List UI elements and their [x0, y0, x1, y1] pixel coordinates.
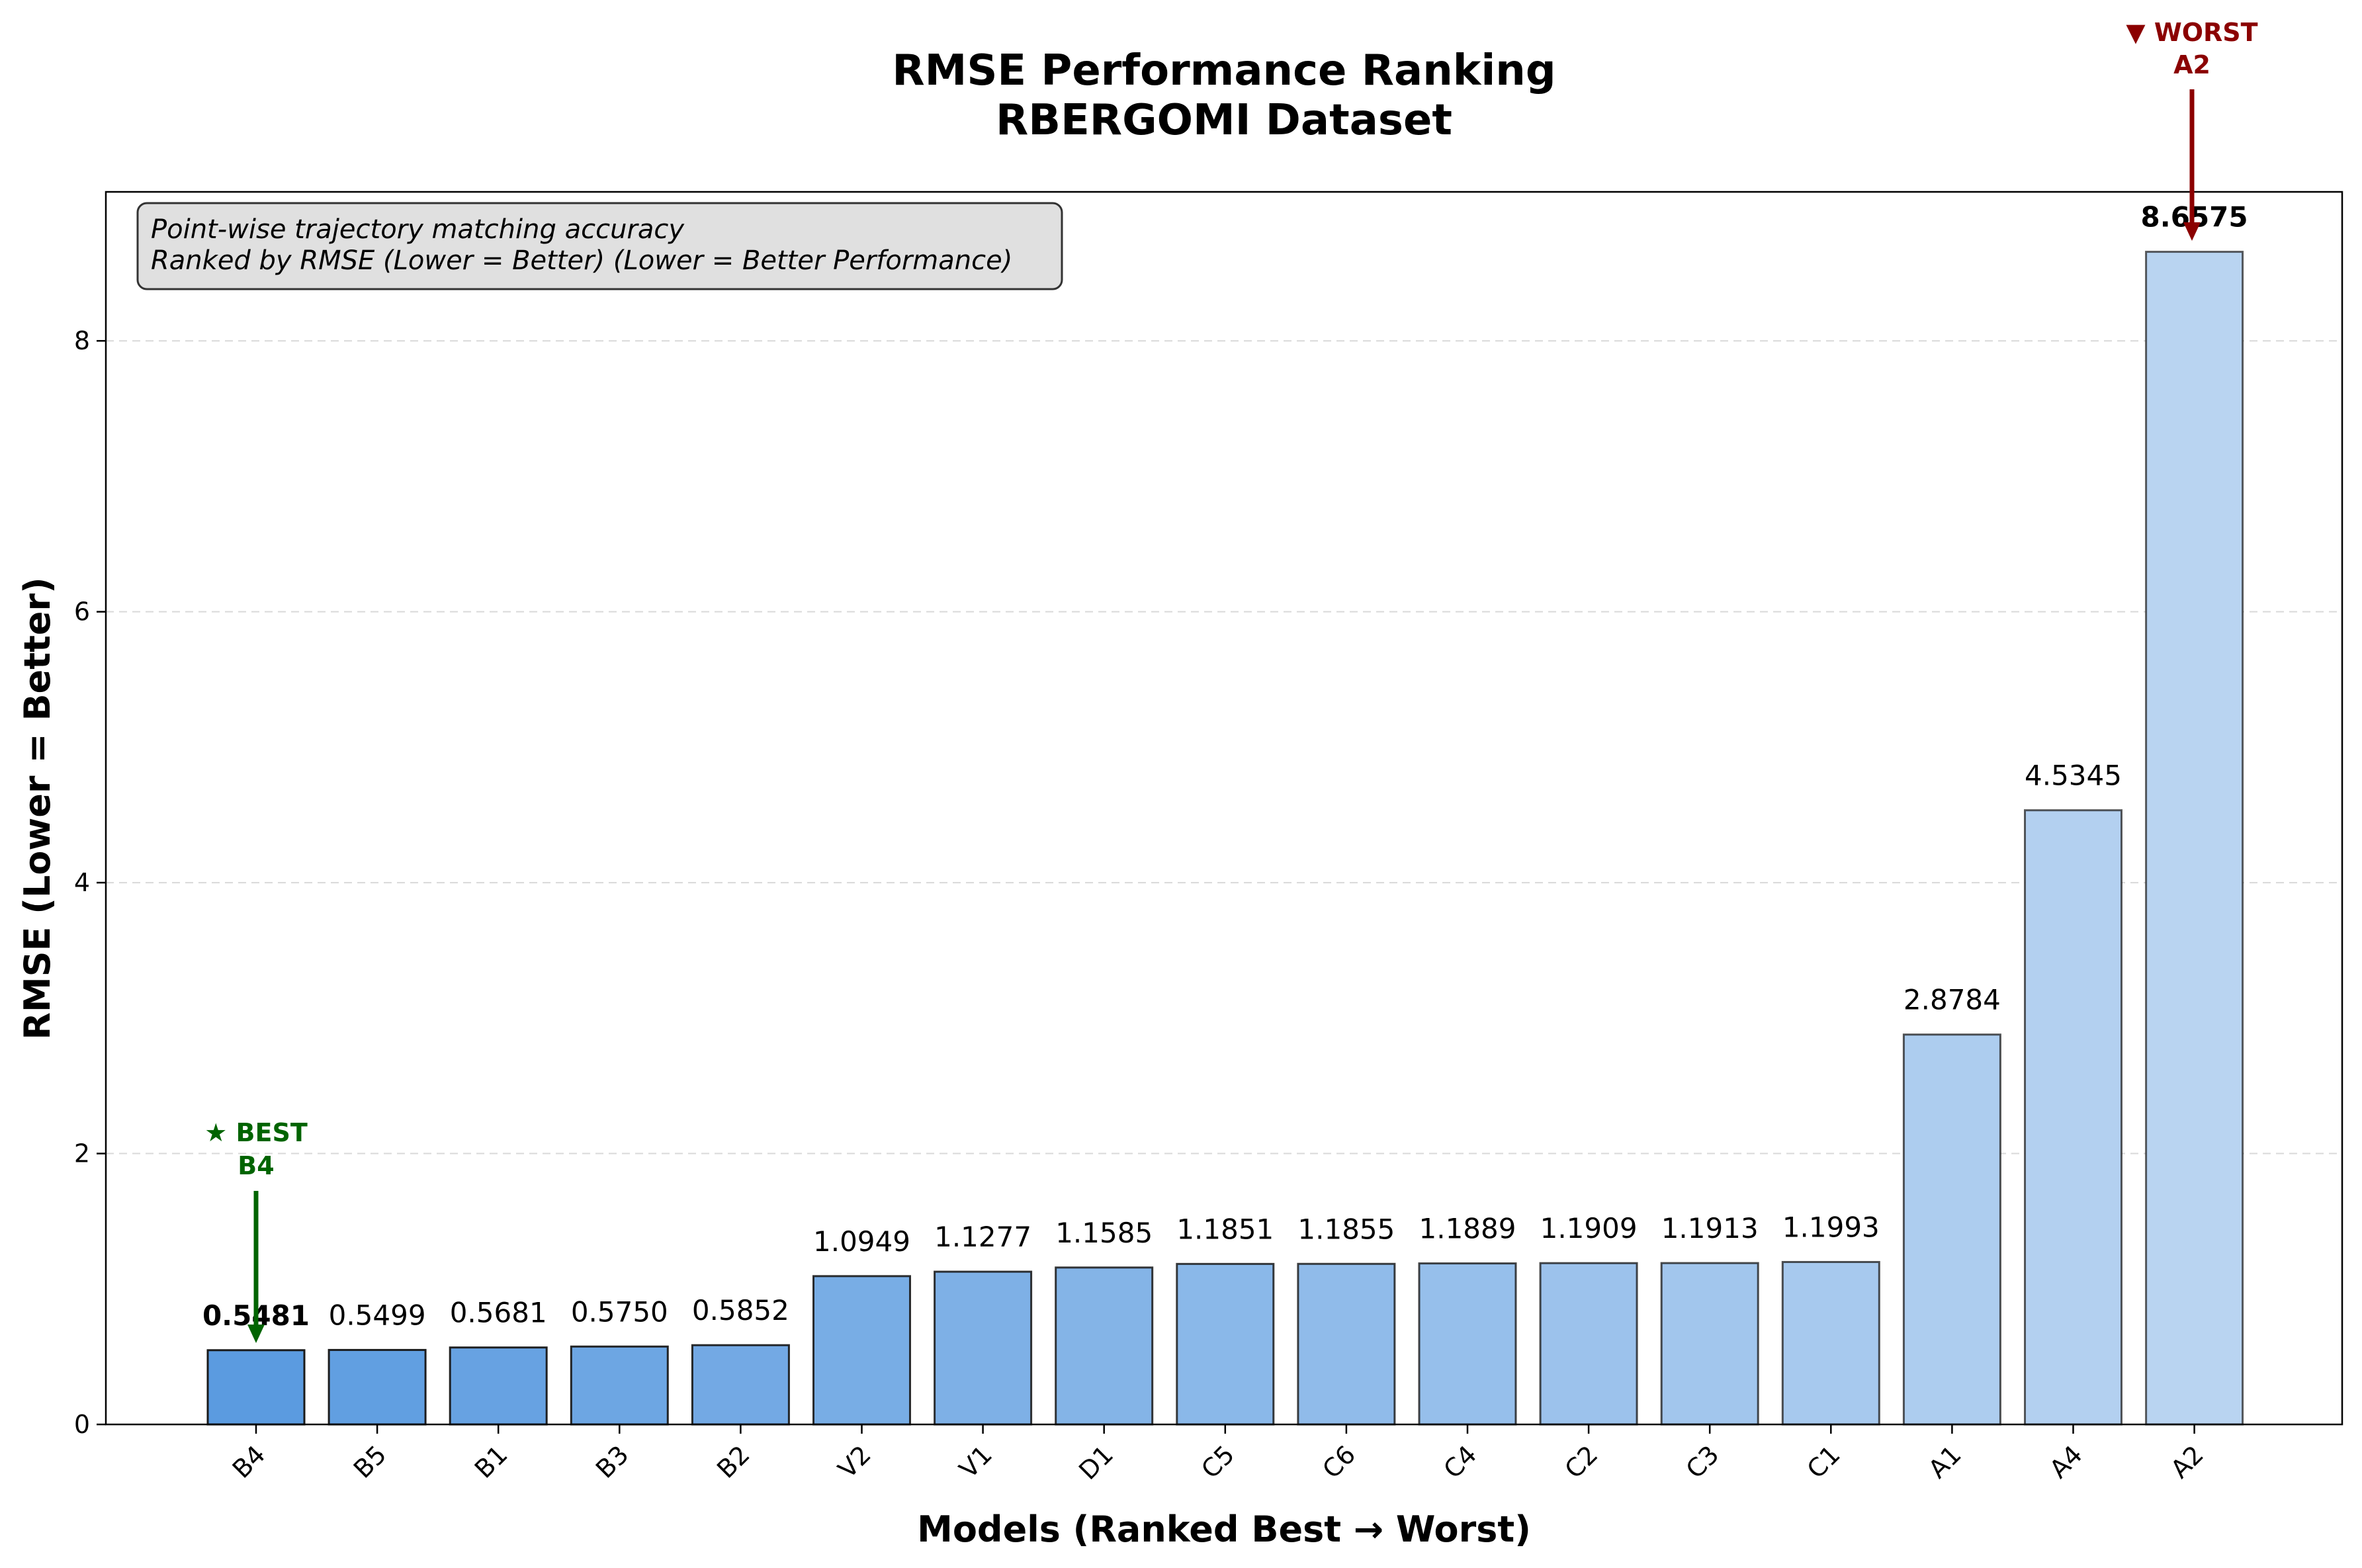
info-line-2: Ranked by RMSE (Lower = Better) (Lower =…: [151, 245, 1012, 276]
chart-title: RMSE Performance Ranking: [892, 46, 1555, 95]
bar-C5: [1176, 1262, 1275, 1426]
x-tick-label-B2: B2: [711, 1440, 756, 1484]
bar-C4: [1418, 1262, 1517, 1426]
best-model: B4: [238, 1151, 274, 1180]
grid-lines: [106, 340, 2342, 1154]
bar-A4: [2024, 809, 2122, 1426]
y-tick-label-8: 8: [74, 326, 90, 355]
x-tick-label-B3: B3: [590, 1440, 634, 1484]
x-tick-label-C1: C1: [1802, 1440, 1846, 1484]
plot-frame: [105, 191, 2343, 1426]
value-label-B3: 0.5750: [571, 1295, 668, 1328]
x-tick-label-C6: C6: [1317, 1440, 1361, 1484]
best-label: ★ BEST: [204, 1118, 308, 1147]
y-tick-label-4: 4: [74, 868, 90, 897]
worst-annotation: ▼ WORST A2: [2126, 18, 2258, 241]
value-labels: 0.54810.54990.56810.57500.58521.09491.12…: [202, 201, 2248, 1332]
bar-C6: [1297, 1262, 1396, 1426]
x-axis-label: Models (Ranked Best → Worst): [917, 1508, 1531, 1550]
value-label-C5: 1.1851: [1176, 1213, 1274, 1245]
bar-C2: [1539, 1262, 1638, 1426]
bar-A1: [1902, 1033, 2001, 1426]
bar-V1: [934, 1270, 1033, 1426]
value-label-A1: 2.8784: [1903, 984, 2001, 1016]
value-label-B1: 0.5681: [450, 1297, 547, 1329]
best-arrow-head: [247, 1325, 265, 1343]
y-axis-label: RMSE (Lower = Better): [17, 577, 58, 1039]
y-tick-label-2: 2: [74, 1139, 90, 1168]
y-tick-label-6: 6: [74, 597, 90, 627]
y-axis-ticks: 0 2 4 6 8: [74, 326, 106, 1439]
bar-D1: [1055, 1266, 1154, 1426]
value-label-C2: 1.1909: [1540, 1212, 1638, 1244]
x-axis-ticks: B4 B5 B1 B3 B2 V2 V1 D1 C5 C6 C4 C2 C3 C1 A1 A4 A2: [227, 1424, 2209, 1485]
value-label-V1: 1.1277: [934, 1221, 1031, 1253]
bar-C1: [1781, 1260, 1880, 1426]
value-label-B5: 0.5499: [329, 1299, 426, 1331]
worst-model: A2: [2173, 50, 2210, 79]
bar-B1: [449, 1346, 548, 1426]
x-tick-label-V1: V1: [953, 1440, 998, 1484]
value-label-C1: 1.1993: [1782, 1211, 1880, 1243]
x-tick-label-B4: B4: [227, 1440, 271, 1484]
x-tick-label-C4: C4: [1438, 1440, 1482, 1484]
value-label-A4: 4.5345: [2025, 760, 2122, 792]
x-tick-label-C2: C2: [1559, 1440, 1603, 1484]
value-label-D1: 1.1585: [1055, 1217, 1153, 1249]
bar-B5: [328, 1348, 427, 1426]
best-annotation: ★ BEST B4: [204, 1118, 308, 1343]
bar-B4: [206, 1349, 306, 1426]
x-tick-label-B1: B1: [469, 1440, 513, 1484]
value-label-V2: 1.0949: [813, 1225, 910, 1258]
value-label-C4: 1.1889: [1419, 1213, 1516, 1245]
x-tick-label-C5: C5: [1196, 1440, 1240, 1484]
bar-C3: [1660, 1262, 1759, 1426]
bar-V2: [812, 1275, 911, 1426]
x-tick-label-V2: V2: [832, 1440, 877, 1484]
x-tick-label-D1: D1: [1073, 1440, 1119, 1485]
value-label-C3: 1.1913: [1661, 1212, 1759, 1244]
value-label-B2: 0.5852: [692, 1294, 789, 1327]
info-box: Point-wise trajectory matching accuracy …: [136, 202, 1063, 290]
x-tick-label-A4: A4: [2044, 1440, 2088, 1484]
worst-label: ▼ WORST: [2126, 18, 2257, 47]
x-tick-label-B5: B5: [348, 1440, 392, 1484]
worst-arrow-head: [2183, 222, 2201, 241]
bars: [206, 251, 2244, 1426]
x-tick-label-A2: A2: [2165, 1440, 2209, 1484]
chart-subtitle: RBERGOMI Dataset: [996, 96, 1452, 145]
info-line-1: Point-wise trajectory matching accuracy: [151, 214, 685, 245]
bar-A2: [2145, 251, 2244, 1426]
x-tick-label-C3: C3: [1681, 1440, 1725, 1484]
x-tick-label-A1: A1: [1923, 1440, 1967, 1484]
bar-B3: [570, 1345, 669, 1426]
bar-B2: [691, 1344, 790, 1426]
value-label-C6: 1.1855: [1297, 1213, 1395, 1245]
y-tick-label-0: 0: [74, 1410, 90, 1439]
